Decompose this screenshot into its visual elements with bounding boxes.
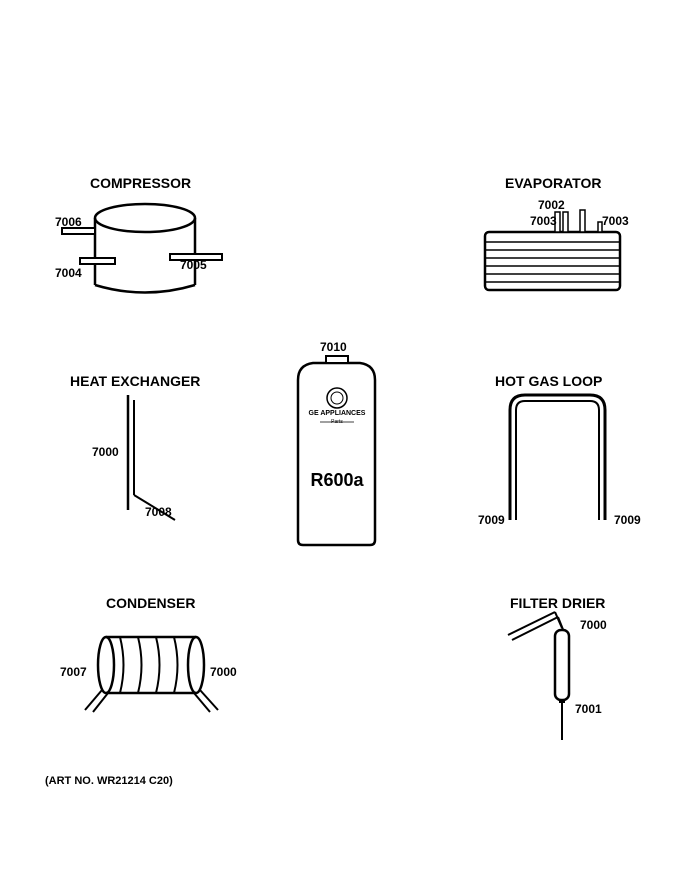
part-7004: 7004 [55,266,82,280]
canister-subbrand: Parts [308,419,366,425]
part-7007: 7007 [60,665,87,679]
part-7003b: 7003 [602,214,629,228]
part-7010: 7010 [320,340,347,354]
canister-refrigerant: R600a [305,470,369,491]
compressor-title: COMPRESSOR [90,175,191,191]
heat-exchanger-icon [128,395,175,520]
art-number: (ART NO. WR21214 C20) [45,775,173,787]
part-7006: 7006 [55,215,82,229]
filter-drier-title: FILTER DRIER [510,595,605,611]
heat-exchanger-title: HEAT EXCHANGER [70,373,200,389]
canister-brand: GE APPLIANCES [308,410,366,417]
part-7009a: 7009 [478,513,505,527]
canister-icon [298,356,375,545]
part-7008: 7008 [145,505,172,519]
part-7001: 7001 [575,702,602,716]
part-7003a: 7003 [530,214,557,228]
part-fd-7000: 7000 [580,618,607,632]
condenser-icon [85,637,218,712]
part-he-7000: 7000 [92,445,119,459]
condenser-title: CONDENSER [106,595,195,611]
filter-drier-icon [508,612,569,740]
part-cd-7000: 7000 [210,665,237,679]
hot-gas-loop-icon [510,395,605,520]
part-7005: 7005 [180,258,207,272]
hot-gas-loop-title: HOT GAS LOOP [495,373,602,389]
part-7002: 7002 [538,198,565,212]
part-7009b: 7009 [614,513,641,527]
compressor-icon [62,204,222,293]
evaporator-title: EVAPORATOR [505,175,601,191]
parts-diagram [0,0,680,880]
